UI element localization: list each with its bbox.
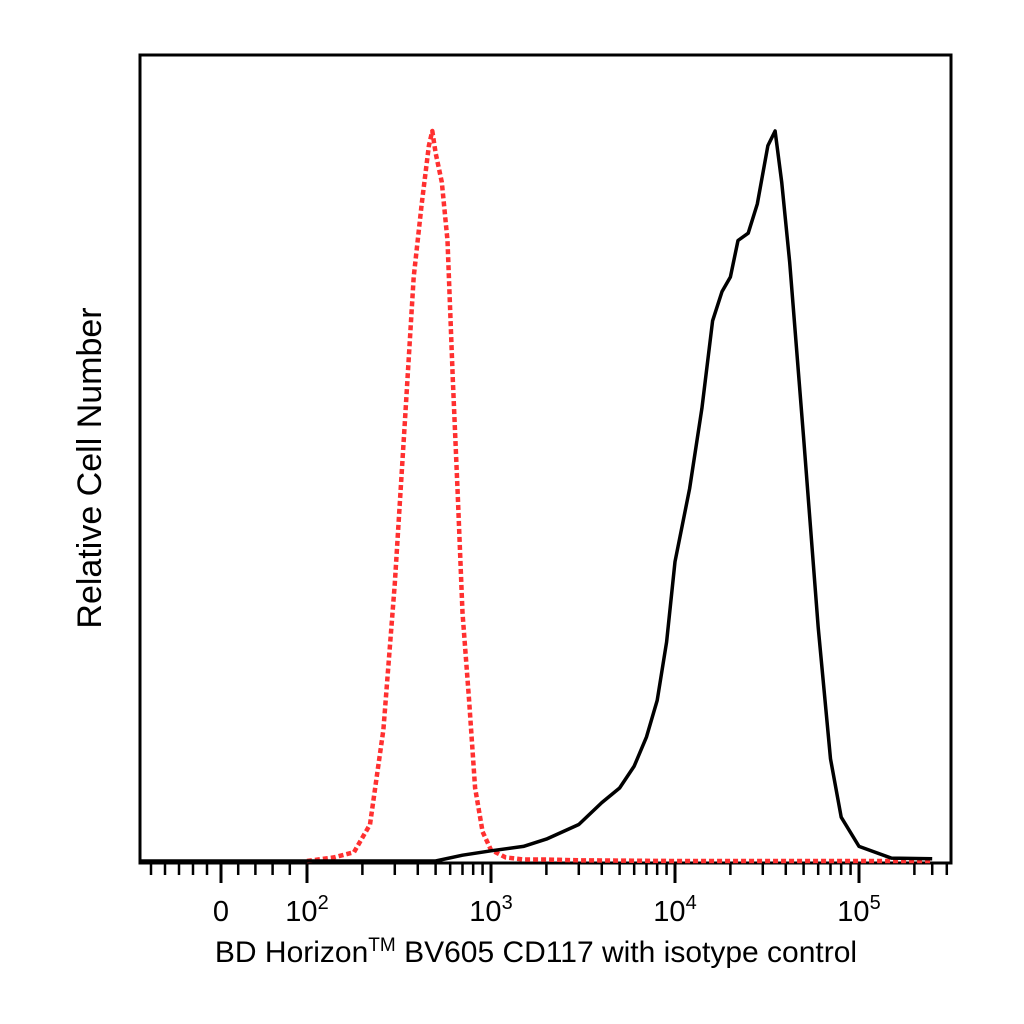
cd117-curve bbox=[141, 129, 933, 863]
x-tick-labels: 0 102 103 104 105 bbox=[213, 892, 881, 928]
x-tick-label: 105 bbox=[837, 892, 880, 928]
x-tick-label: 103 bbox=[469, 892, 512, 928]
isotype-control-curve bbox=[306, 128, 933, 864]
x-tick-label-base: 10 bbox=[285, 896, 317, 928]
x-tick-label-exponent: 4 bbox=[686, 892, 697, 914]
series-layer bbox=[141, 128, 933, 864]
x-tick-label-base: 10 bbox=[653, 896, 685, 928]
y-axis-label: Relative Cell Number bbox=[71, 307, 109, 628]
x-major-ticks bbox=[219, 863, 861, 883]
x-tick-label-exponent: 2 bbox=[318, 892, 329, 914]
x-tick-label-exponent: 5 bbox=[870, 892, 881, 914]
x-axis-label-prefix: BD Horizon bbox=[215, 936, 368, 969]
x-tick-label-base: 10 bbox=[469, 896, 501, 928]
x-tick-label: 102 bbox=[285, 892, 328, 928]
x-axis-label-suffix: BV605 CD117 with isotype control bbox=[396, 936, 857, 969]
x-axis-label: BD HorizonTM BV605 CD117 with isotype co… bbox=[215, 935, 857, 969]
x-minor-ticks bbox=[149, 863, 949, 875]
x-tick-label-exponent: 3 bbox=[502, 892, 513, 914]
x-tick-label: 0 bbox=[213, 896, 229, 928]
x-tick-label: 104 bbox=[653, 892, 696, 928]
x-tick-label-base: 10 bbox=[837, 896, 869, 928]
x-axis-label-trademark: TM bbox=[368, 935, 395, 956]
